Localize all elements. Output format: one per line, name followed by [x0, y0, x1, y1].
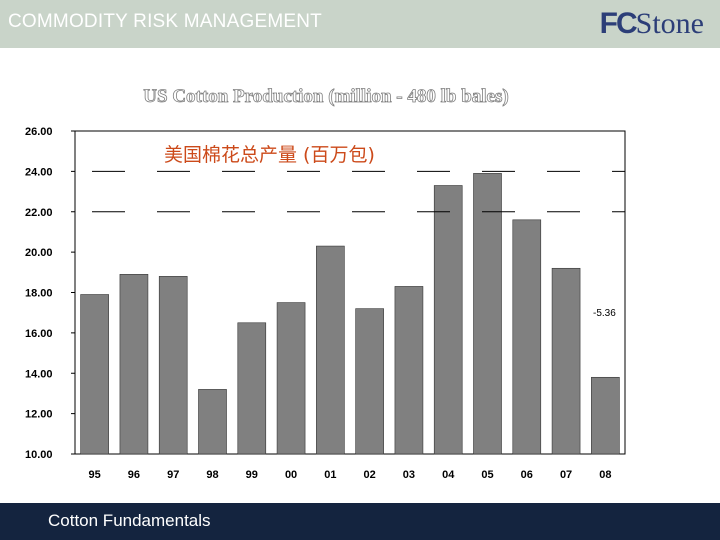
change-annotation: -5.36 [593, 308, 616, 319]
chart-subtitle: 美国棉花总产量 (百万包) [164, 144, 375, 166]
x-tick-label: 05 [481, 469, 493, 481]
y-tick-label: 10.00 [25, 449, 53, 461]
x-tick-label: 06 [521, 469, 533, 481]
y-tick-label: 22.00 [25, 207, 53, 219]
x-tick-label: 08 [599, 469, 611, 481]
x-tick-label: 02 [364, 469, 376, 481]
x-tick-label: 07 [560, 469, 572, 481]
y-tick-label: 16.00 [25, 328, 53, 340]
x-tick-label: 01 [324, 469, 336, 481]
bar [394, 286, 424, 455]
bar [433, 185, 463, 455]
x-tick-label: 98 [206, 469, 218, 481]
y-tick-label: 26.00 [25, 126, 53, 138]
bar [119, 274, 149, 455]
bar [512, 219, 542, 455]
x-tick-label: 97 [167, 469, 179, 481]
y-tick-label: 24.00 [25, 166, 53, 178]
chart-title: US Cotton Production (million - 480 lb b… [143, 86, 509, 108]
bar [316, 245, 345, 455]
x-tick-label: 95 [89, 469, 101, 481]
bar [551, 267, 581, 455]
bar [237, 322, 267, 455]
bar [276, 302, 306, 455]
x-tick-label: 00 [285, 469, 297, 481]
x-tick-label: 96 [128, 469, 140, 481]
bar [355, 308, 384, 455]
header-title: COMMODITY RISK MANAGEMENT [8, 11, 322, 32]
fcstone-logo: FCStone [599, 7, 704, 40]
plot-frame [74, 130, 626, 455]
x-tick-label: 03 [403, 469, 415, 481]
y-tick-label: 12.00 [25, 409, 53, 421]
y-tick-label: 18.00 [25, 288, 53, 300]
bar [158, 276, 188, 455]
y-tick-label: 14.00 [25, 368, 53, 380]
y-tick-label: 20.00 [25, 247, 53, 259]
x-tick-label: 99 [246, 469, 258, 481]
x-tick-label: 04 [442, 469, 455, 481]
bar [591, 376, 620, 455]
slide-footer: Cotton Fundamentals [0, 503, 720, 540]
footer-label: Cotton Fundamentals [48, 511, 211, 530]
slide-header: COMMODITY RISK MANAGEMENT FCStone [0, 0, 720, 48]
bar [473, 173, 502, 455]
bar [198, 389, 227, 455]
bar [80, 294, 109, 455]
